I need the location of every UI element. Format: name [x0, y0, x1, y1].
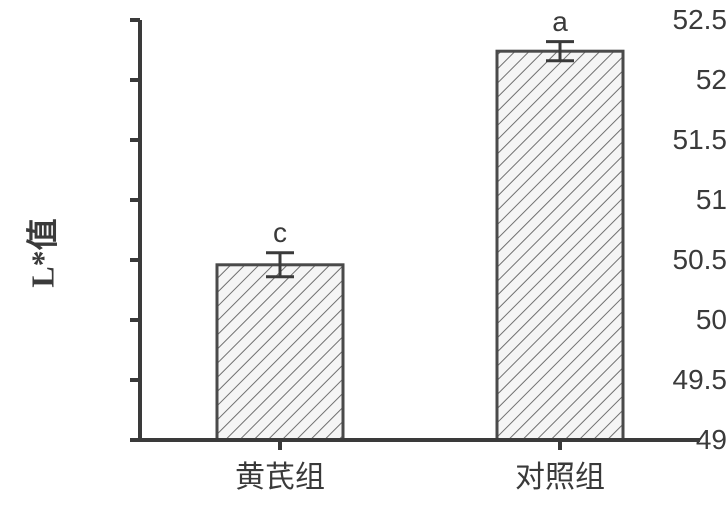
significance-label: a [552, 6, 568, 38]
y-tick-label: 51 [605, 184, 727, 216]
y-tick-label: 50.5 [605, 244, 727, 276]
y-tick-label: 49 [605, 424, 727, 456]
y-tick-label: 50 [605, 304, 727, 336]
y-axis-label: L*值 [18, 218, 64, 287]
y-tick-label: 49.5 [605, 364, 727, 396]
x-tick-label: 黄芪组 [235, 452, 325, 496]
y-tick-label: 51.5 [605, 124, 727, 156]
y-tick-label: 52 [605, 64, 727, 96]
x-tick-label: 对照组 [515, 452, 605, 496]
significance-label: c [273, 217, 287, 249]
y-tick-label: 52.5 [605, 4, 727, 36]
bar-chart: L*值 49 49.5 50 50.5 51 51.5 52 52.5 c a 黄芪组 对照组 [0, 0, 727, 506]
